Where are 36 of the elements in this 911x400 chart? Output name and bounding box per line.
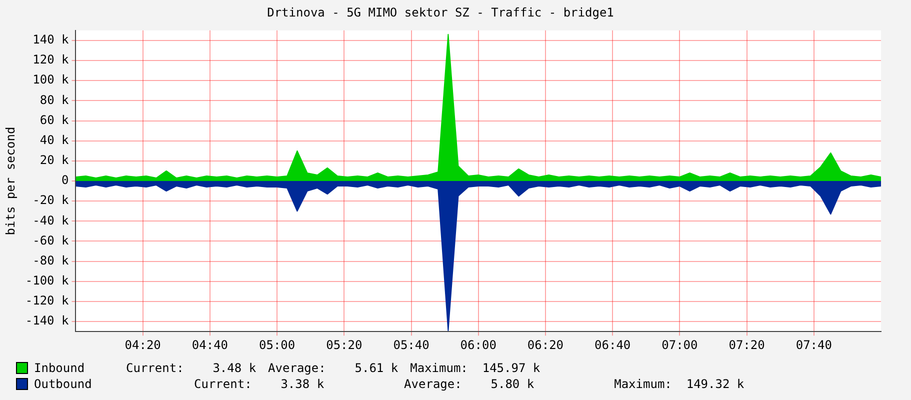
x-tick-label: 06:40 (594, 338, 631, 352)
legend-label: Outbound (34, 376, 93, 392)
y-tick-label: -60 k (32, 233, 70, 248)
y-tick-label: 80 k (40, 92, 70, 107)
text: Current: 3.38 k (194, 376, 324, 392)
y-tick-label: 20 k (40, 153, 70, 168)
x-tick-label: 07:00 (662, 338, 698, 352)
y-tick-label: 0 (62, 173, 69, 188)
y-axis-title: bits per second (3, 126, 18, 236)
x-tick-label: 05:00 (259, 338, 296, 352)
y-tick-label: -20 k (32, 193, 70, 208)
y-tick-label: 100 k (32, 72, 70, 87)
y-tick-label: -80 k (32, 253, 70, 268)
text: Average: 5.61 k (268, 360, 398, 376)
x-tick-label: 06:00 (460, 338, 496, 352)
x-tick-label: 06:20 (527, 338, 564, 352)
x-tick-label: 07:40 (796, 338, 832, 352)
y-tick-label: -100 k (25, 274, 70, 288)
text: Current: 3.48 k (126, 360, 256, 376)
text: Maximum: 145.97 k (410, 360, 540, 376)
y-tick-label: 60 k (40, 112, 70, 127)
x-tick-label: 04:20 (124, 338, 161, 352)
x-tick-label: 07:20 (728, 338, 765, 352)
y-tick-label: -40 k (32, 213, 70, 228)
x-tick-label: 05:20 (326, 338, 362, 352)
y-tick-label: 40 k (40, 132, 70, 147)
y-tick-label: -140 k (25, 314, 70, 328)
chart-title: Drtinova - 5G MIMO sektor SZ - Traffic - bridge1 (267, 5, 614, 20)
text: Average: 5.80 k (404, 376, 534, 392)
legend-label: Inbound (34, 360, 86, 376)
y-tick-label: 120 k (32, 52, 70, 67)
text: Maximum: 149.32 k (614, 376, 744, 392)
x-tick-label: 05:40 (393, 338, 430, 352)
y-tick-label: -120 k (25, 294, 70, 308)
x-tick-label: 04:40 (192, 338, 228, 352)
y-tick-label: 140 k (32, 32, 70, 47)
